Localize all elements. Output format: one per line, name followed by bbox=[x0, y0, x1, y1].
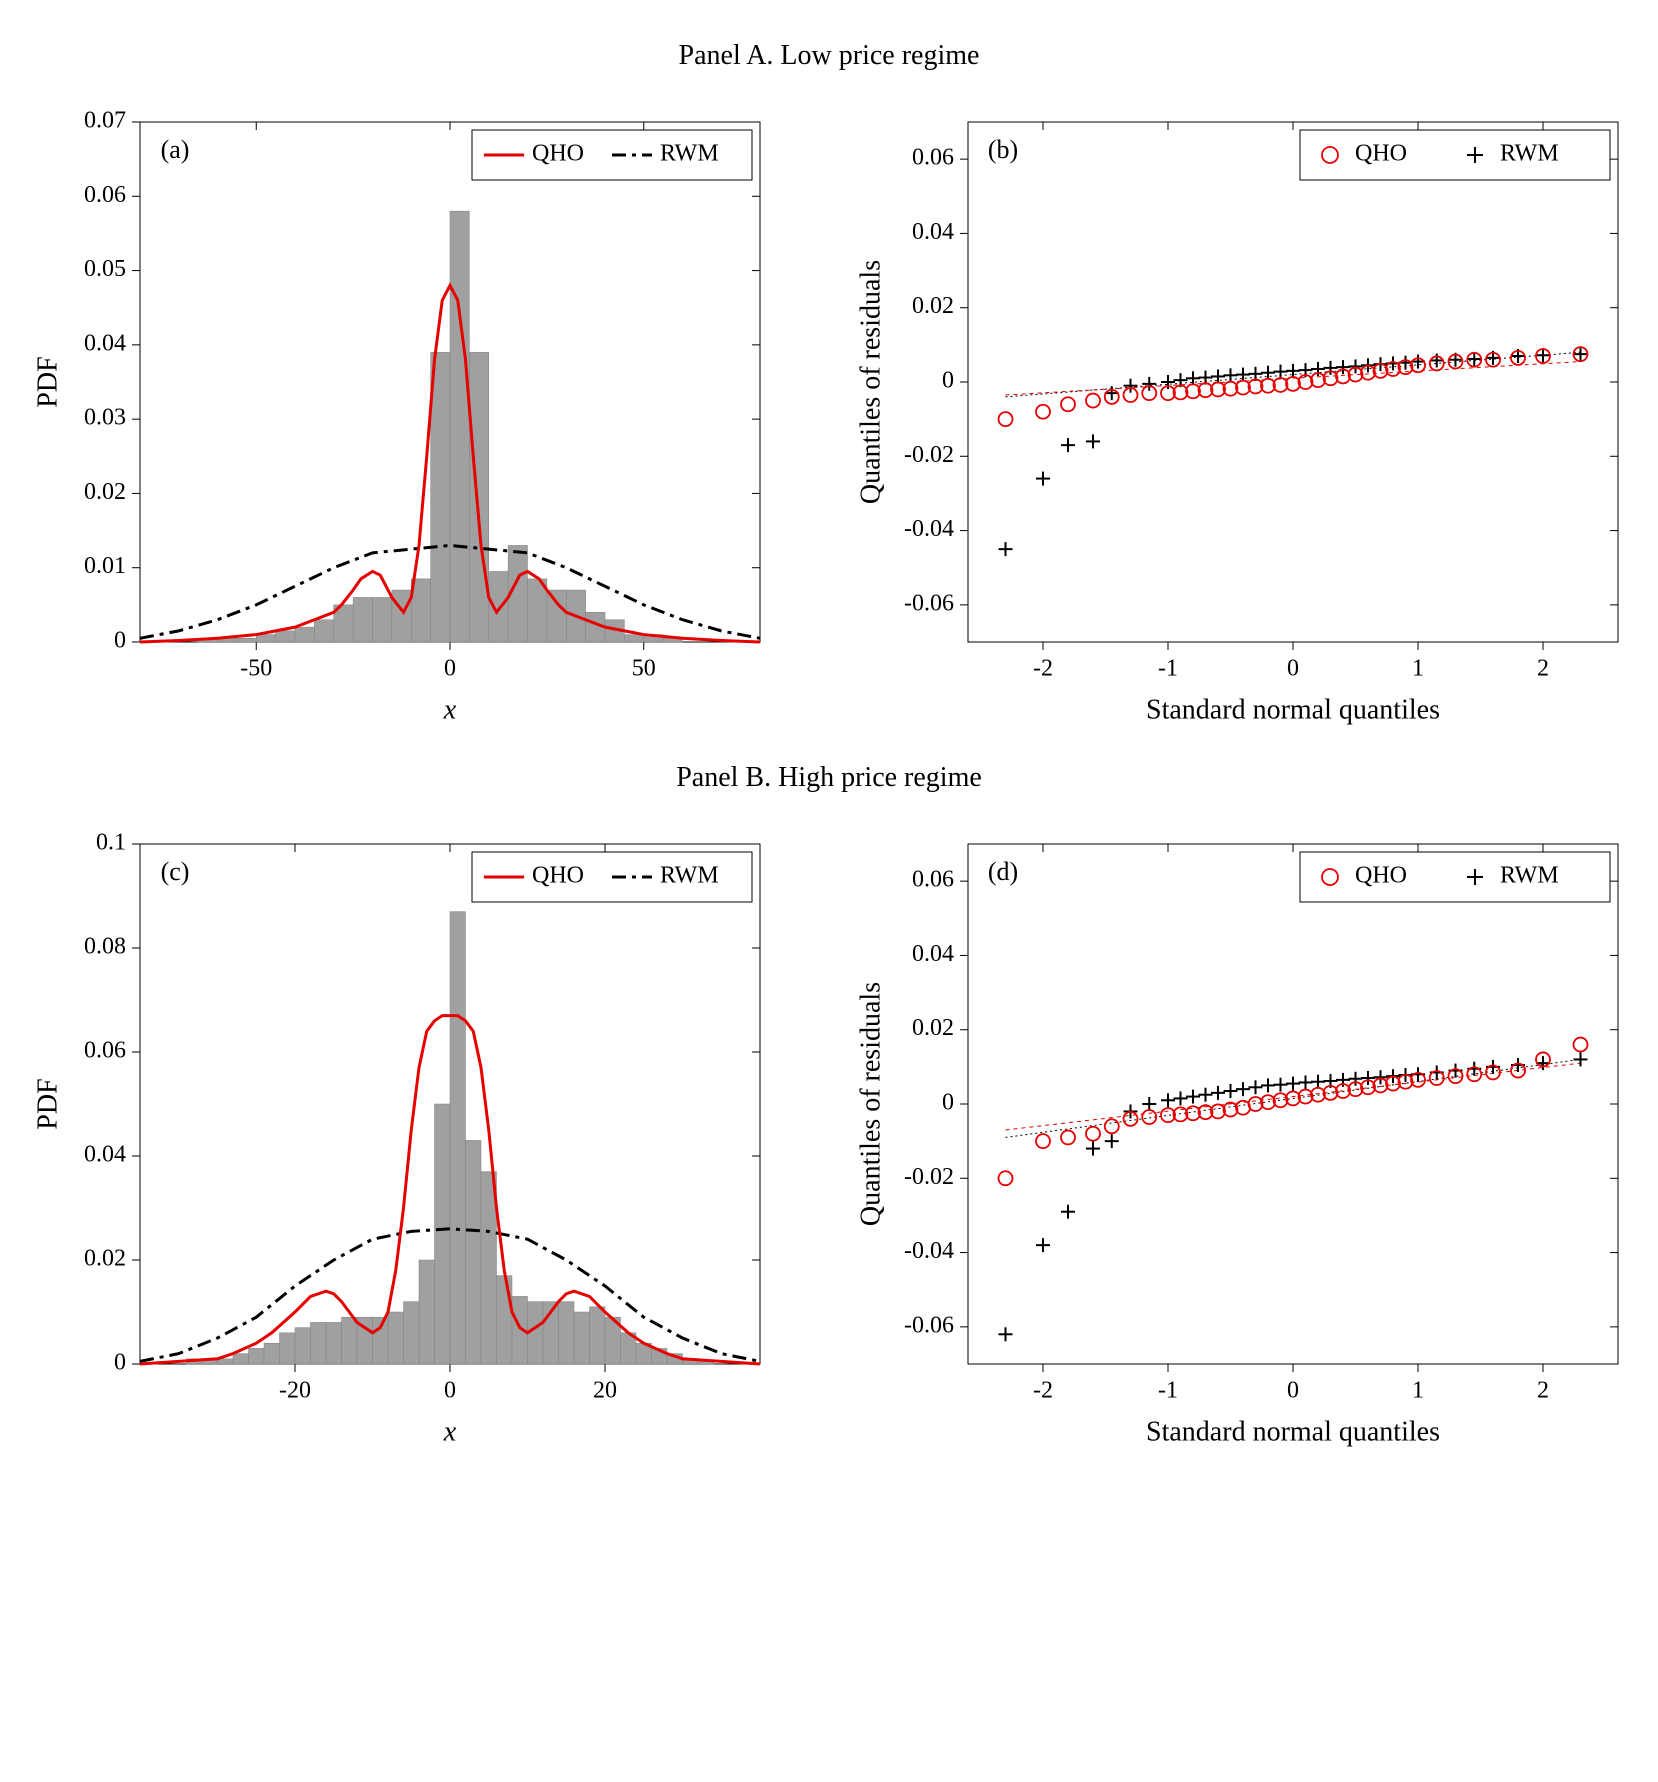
svg-text:-2: -2 bbox=[1033, 1378, 1053, 1404]
svg-text:0.02: 0.02 bbox=[912, 1015, 954, 1041]
svg-text:-2: -2 bbox=[1033, 656, 1053, 682]
svg-text:QHO: QHO bbox=[1355, 141, 1407, 167]
svg-text:0: 0 bbox=[444, 1378, 456, 1404]
svg-text:0.04: 0.04 bbox=[84, 330, 126, 356]
svg-text:PDF: PDF bbox=[32, 356, 63, 407]
svg-text:50: 50 bbox=[632, 656, 656, 682]
svg-text:0.08: 0.08 bbox=[84, 934, 126, 960]
svg-text:(c): (c) bbox=[161, 857, 190, 886]
svg-text:QHO: QHO bbox=[532, 863, 584, 889]
svg-text:RWM: RWM bbox=[1500, 863, 1559, 889]
svg-text:2: 2 bbox=[1537, 656, 1549, 682]
svg-text:0.06: 0.06 bbox=[84, 1038, 126, 1064]
figure: Panel A. Low price regime -50 0 50 0 0.01 0.0… bbox=[20, 40, 1638, 1464]
svg-text:0.03: 0.03 bbox=[84, 405, 126, 431]
svg-text:0.06: 0.06 bbox=[84, 182, 126, 208]
subplot-d: -2 -1 0 1 2 -0.06 -0.04 -0.02 0 0.02 0.04 0.06 Stand… bbox=[838, 804, 1638, 1464]
subplot-a: -50 0 50 0 0.01 0.02 0.03 0.04 0.05 0.06 0.07 x PDF (… bbox=[20, 82, 780, 742]
svg-text:-0.06: -0.06 bbox=[904, 1312, 954, 1338]
svg-text:0.02: 0.02 bbox=[84, 1246, 126, 1272]
svg-text:Standard normal quantiles: Standard normal quantiles bbox=[1146, 694, 1440, 725]
svg-text:QHO: QHO bbox=[1355, 863, 1407, 889]
svg-text:1: 1 bbox=[1412, 656, 1424, 682]
svg-text:0.07: 0.07 bbox=[84, 108, 126, 134]
svg-text:-0.04: -0.04 bbox=[904, 516, 954, 542]
svg-text:0.04: 0.04 bbox=[912, 941, 954, 967]
svg-text:Quantiles of residuals: Quantiles of residuals bbox=[855, 260, 886, 504]
svg-text:-1: -1 bbox=[1158, 1378, 1178, 1404]
svg-text:1: 1 bbox=[1412, 1378, 1424, 1404]
svg-text:-0.04: -0.04 bbox=[904, 1238, 954, 1264]
svg-text:x: x bbox=[443, 694, 457, 725]
svg-text:2: 2 bbox=[1537, 1378, 1549, 1404]
svg-text:RWM: RWM bbox=[1500, 141, 1559, 167]
svg-text:(d): (d) bbox=[988, 857, 1018, 886]
svg-text:x: x bbox=[443, 1416, 457, 1447]
svg-text:0: 0 bbox=[942, 368, 954, 394]
svg-text:0: 0 bbox=[1287, 656, 1299, 682]
svg-text:-0.06: -0.06 bbox=[904, 590, 954, 616]
svg-text:Quantiles of residuals: Quantiles of residuals bbox=[855, 982, 886, 1226]
svg-text:(a): (a) bbox=[161, 135, 190, 164]
svg-text:0: 0 bbox=[114, 628, 126, 654]
svg-text:0.06: 0.06 bbox=[912, 145, 954, 171]
svg-text:0.04: 0.04 bbox=[912, 219, 954, 245]
svg-text:-0.02: -0.02 bbox=[904, 1164, 954, 1190]
svg-text:0: 0 bbox=[942, 1090, 954, 1116]
svg-text:Standard normal quantiles: Standard normal quantiles bbox=[1146, 1416, 1440, 1447]
svg-text:RWM: RWM bbox=[660, 863, 719, 889]
svg-text:RWM: RWM bbox=[660, 141, 719, 167]
svg-text:0.05: 0.05 bbox=[84, 256, 126, 282]
svg-text:0.02: 0.02 bbox=[912, 293, 954, 319]
svg-text:-20: -20 bbox=[279, 1378, 311, 1404]
panel-a-title: Panel A. Low price regime bbox=[20, 40, 1638, 72]
svg-text:-50: -50 bbox=[240, 656, 272, 682]
svg-text:-0.02: -0.02 bbox=[904, 442, 954, 468]
svg-text:QHO: QHO bbox=[532, 141, 584, 167]
panel-a-row: -50 0 50 0 0.01 0.02 0.03 0.04 0.05 0.06 0.07 x PDF (… bbox=[20, 82, 1638, 742]
svg-text:0: 0 bbox=[114, 1350, 126, 1376]
svg-text:0.06: 0.06 bbox=[912, 867, 954, 893]
svg-text:0: 0 bbox=[444, 656, 456, 682]
panel-b-title: Panel B. High price regime bbox=[20, 762, 1638, 794]
svg-text:20: 20 bbox=[593, 1378, 617, 1404]
panel-b-row: -2002000.020.040.060.080.1xPDF(c)QHORWM … bbox=[20, 804, 1638, 1464]
svg-text:-1: -1 bbox=[1158, 656, 1178, 682]
svg-text:0.1: 0.1 bbox=[96, 830, 126, 856]
svg-text:0.04: 0.04 bbox=[84, 1142, 126, 1168]
svg-text:PDF: PDF bbox=[32, 1078, 63, 1129]
svg-text:0.02: 0.02 bbox=[84, 479, 126, 505]
svg-text:(b): (b) bbox=[988, 135, 1018, 164]
subplot-b: -2 -1 0 1 2 -0.06 -0.04 -0.02 0 0.02 0.04 0.06 Stand… bbox=[838, 82, 1638, 742]
svg-text:0.01: 0.01 bbox=[84, 553, 126, 579]
subplot-c: -20 0 20 0 0.02 0.04 0.06 0.08 0.1 x PDF (c) QHO RWM bbox=[20, 804, 780, 1464]
svg-text:0: 0 bbox=[1287, 1378, 1299, 1404]
